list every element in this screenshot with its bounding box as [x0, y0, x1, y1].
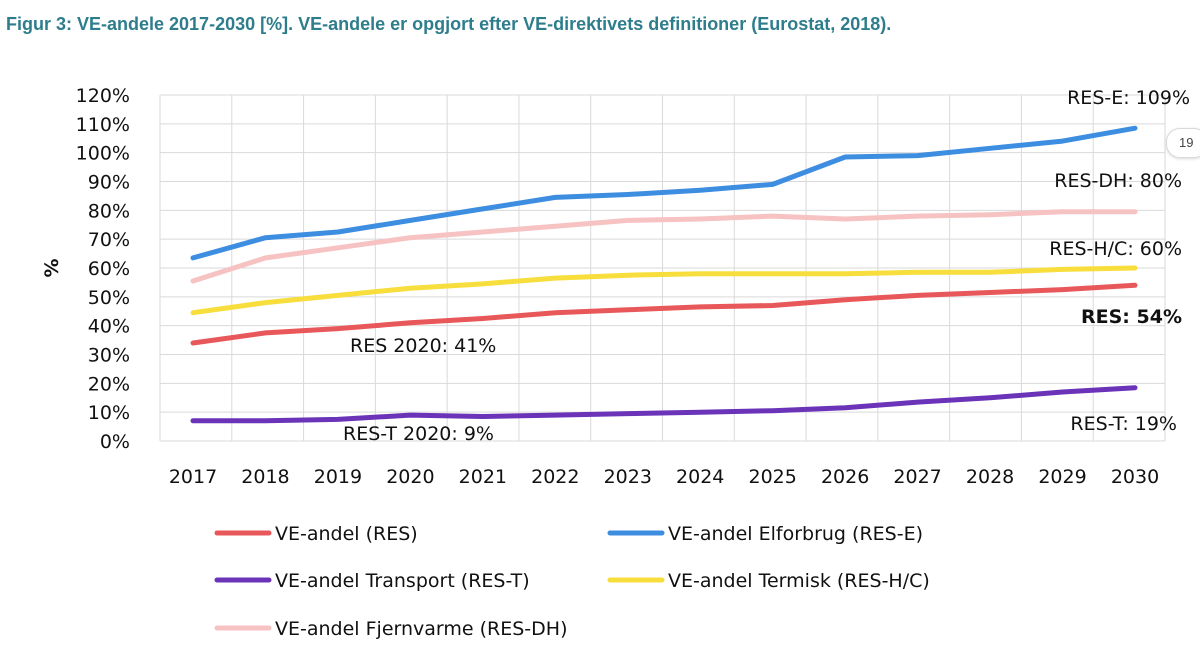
x-tick-label: 2026	[821, 466, 869, 488]
x-tick-label: 2019	[314, 466, 362, 488]
y-tick-label: 0%	[100, 431, 130, 453]
x-tick-label: 2018	[241, 466, 289, 488]
x-tick-label: 2027	[893, 466, 941, 488]
x-tick-label: 2030	[1111, 466, 1159, 488]
series-line-resdh	[190, 209, 1138, 284]
legend-label-reshc: VE-andel Termisk (RES-H/C)	[668, 570, 930, 592]
annotation-label: RES: 54%	[1081, 306, 1182, 328]
annotations: RES-E: 109% RES-DH: 80% RES-H/C: 60% RES: 5…	[343, 87, 1190, 445]
annotation-label: RES-T: 19%	[1070, 413, 1177, 435]
figure-caption: Figur 3: VE-andele 2017-2030 [%]. VE-and…	[6, 14, 892, 34]
x-tick-label: 2017	[169, 466, 217, 488]
legend-label-rese: VE-andel Elforbrug (RES-E)	[668, 523, 923, 545]
x-tick-label: 2020	[386, 466, 434, 488]
x-tick-label: 2021	[459, 466, 507, 488]
legend-label-res: VE-andel (RES)	[275, 523, 418, 545]
y-tick-label: 60%	[88, 258, 130, 280]
x-tick-label: 2025	[749, 466, 797, 488]
x-tick-label: 2029	[1038, 466, 1086, 488]
x-tick-label: 2022	[531, 466, 579, 488]
y-tick-label: 70%	[88, 229, 130, 251]
y-tick-label: 30%	[88, 345, 130, 367]
y-tick-label: 90%	[88, 172, 130, 194]
series-lines	[190, 125, 1138, 424]
series-line-reshc	[190, 265, 1138, 316]
page-number-badge[interactable]: 19	[1166, 128, 1200, 158]
y-tick-label: 40%	[88, 316, 130, 338]
legend-label-resdh: VE-andel Fjernvarme (RES-DH)	[275, 618, 568, 640]
legend-label-rest: VE-andel Transport (RES-T)	[275, 570, 530, 592]
y-tick-label: 20%	[88, 373, 130, 395]
annotation-label: RES 2020: 41%	[350, 335, 496, 357]
y-tick-label: 110%	[76, 114, 130, 136]
annotation-label: RES-E: 109%	[1067, 87, 1190, 109]
x-tick-label: 2023	[604, 466, 652, 488]
y-tick-label: 50%	[88, 287, 130, 309]
x-tick-label: 2028	[966, 466, 1014, 488]
y-tick-label: 10%	[88, 402, 130, 424]
y-axis-label: %	[41, 258, 63, 277]
y-axis-ticks: 0% 10% 20% 30% 40% 50% 60% 70% 80% 90% 100% 110% 120…	[76, 85, 130, 453]
annotation-label: RES-H/C: 60%	[1049, 238, 1182, 260]
series-line-rese	[190, 125, 1138, 261]
x-axis-ticks: 2017 2018 2019 2020 2021 2022 2023 2024 2025 2026…	[169, 466, 1159, 488]
series-line-res	[190, 282, 1138, 346]
y-tick-label: 120%	[76, 85, 130, 107]
legend: VE-andel (RES) VE-andel Elforbrug (RES-E)…	[214, 523, 930, 640]
y-tick-label: 100%	[76, 143, 130, 165]
series-line-rest	[190, 385, 1138, 424]
x-tick-label: 2024	[676, 466, 724, 488]
y-tick-label: 80%	[88, 200, 130, 222]
annotation-label: RES-DH: 80%	[1054, 170, 1182, 192]
annotation-label: RES-T 2020: 9%	[343, 423, 494, 445]
